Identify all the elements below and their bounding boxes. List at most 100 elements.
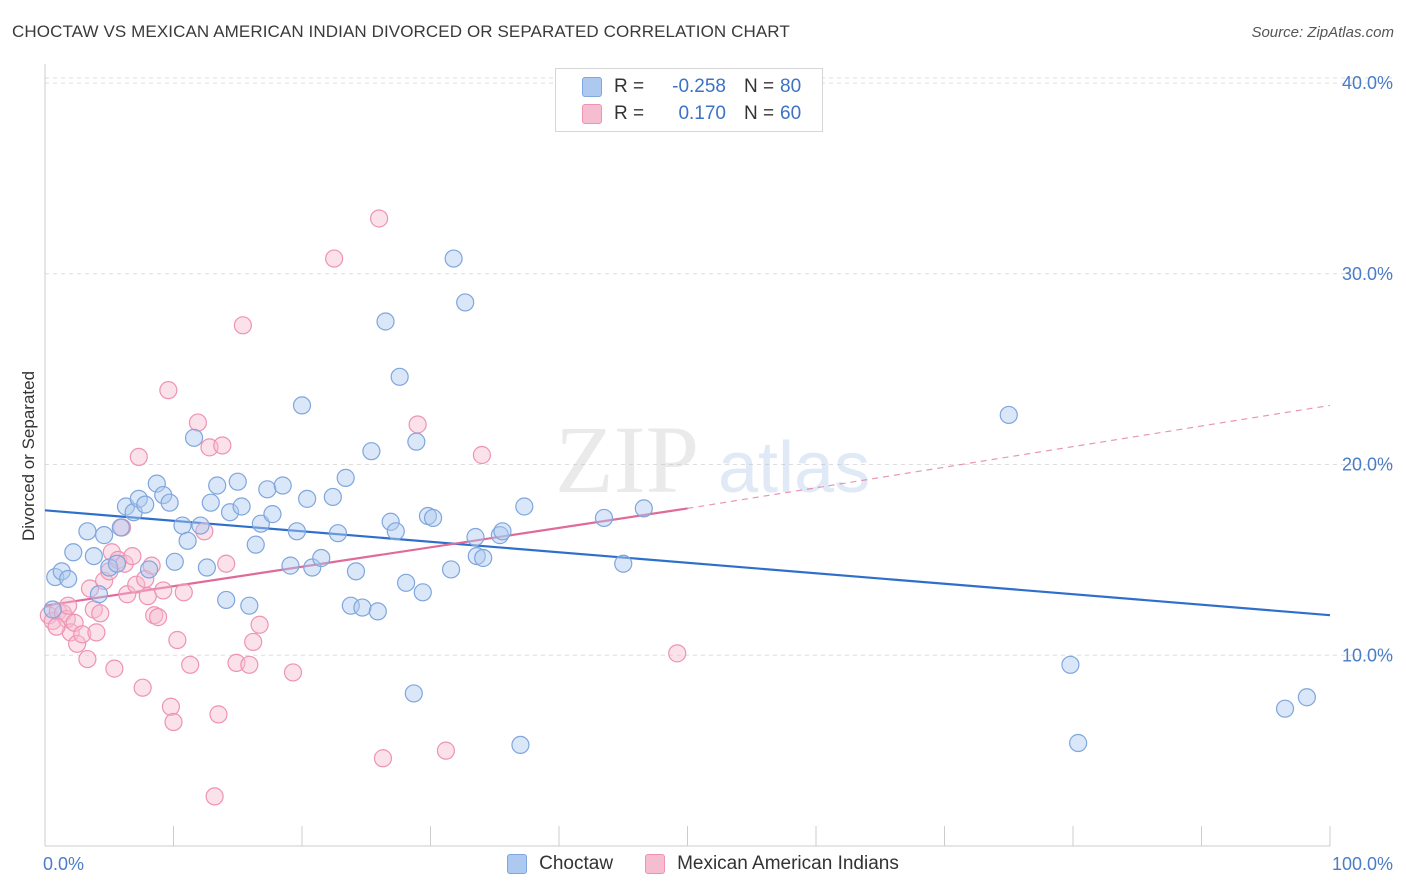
mexican-legend-swatch — [645, 854, 666, 874]
data-point-choctaw — [292, 396, 312, 415]
data-point-choctaw — [298, 489, 317, 508]
legend-r-label: R = — [614, 103, 645, 124]
legend-row-choctaw: R = -0.258 N = 80 — [556, 73, 801, 101]
legend-n-label: N = — [744, 103, 775, 124]
y-axis-label: Divorced or Separated — [19, 371, 38, 541]
data-point-mexican — [174, 583, 193, 602]
data-point-mexican — [161, 697, 181, 716]
legend-label-choctaw: Choctaw — [539, 853, 614, 874]
legend-row-mexican: R = 0.170 N = 60 — [556, 100, 801, 128]
data-point-mexican — [148, 608, 168, 627]
mexican-swatch — [582, 104, 602, 124]
data-point-choctaw — [353, 598, 372, 617]
data-point-mexican — [138, 587, 157, 606]
gridlines — [45, 77, 1392, 656]
data-point-choctaw — [147, 474, 166, 493]
data-point-choctaw — [246, 535, 265, 554]
data-point-choctaw — [184, 428, 204, 447]
y-tick-label: 30.0% — [1342, 264, 1393, 284]
watermark-atlas: atlas — [718, 428, 870, 508]
data-point-choctaw — [413, 583, 432, 602]
data-point-mexican — [668, 644, 687, 663]
data-point-choctaw — [441, 560, 461, 579]
legend-item-choctaw[interactable]: Choctaw — [507, 853, 613, 875]
data-point-choctaw — [89, 585, 109, 604]
data-point-choctaw — [111, 518, 130, 537]
data-point-mexican — [240, 655, 259, 674]
series-choctaw — [43, 249, 1316, 755]
data-point-choctaw — [323, 487, 342, 507]
data-point-choctaw — [1275, 699, 1295, 718]
series-legend: Choctaw Mexican American Indians — [0, 851, 1406, 877]
legend-r-value-choctaw: -0.258 — [672, 76, 726, 97]
data-point-choctaw — [312, 548, 331, 568]
data-point-mexican — [244, 632, 263, 652]
data-point-choctaw — [154, 485, 173, 505]
data-point-choctaw — [240, 596, 259, 615]
y-tick-label: 40.0% — [1342, 73, 1393, 93]
choctaw-legend-swatch — [507, 854, 528, 874]
x-tick-label: 100.0% — [1332, 854, 1393, 874]
data-point-choctaw — [341, 596, 360, 615]
data-point-mexican — [250, 615, 269, 634]
data-point-mexican — [408, 415, 427, 434]
data-point-choctaw — [1297, 688, 1316, 707]
source-label: Source: ZipAtlas.com — [1251, 24, 1394, 41]
data-point-choctaw — [396, 573, 416, 592]
data-point-choctaw — [78, 522, 97, 541]
legend-label-mexican: Mexican American Indians — [677, 853, 899, 874]
data-point-choctaw — [466, 527, 485, 547]
data-point-choctaw — [328, 524, 348, 543]
data-point-choctaw — [197, 558, 217, 577]
data-point-choctaw — [95, 526, 114, 545]
data-point-choctaw — [346, 562, 366, 581]
data-point-choctaw — [84, 546, 103, 566]
data-point-mexican — [213, 436, 232, 455]
data-point-mexican — [181, 655, 200, 674]
data-point-choctaw — [139, 560, 159, 579]
data-point-mexican — [233, 316, 252, 335]
data-point-choctaw — [467, 546, 486, 566]
data-point-mexican — [205, 787, 224, 806]
data-point-mexican — [373, 749, 393, 768]
data-point-choctaw — [64, 543, 83, 562]
data-point-mexican — [154, 581, 173, 600]
data-point-choctaw — [474, 548, 493, 568]
stats-legend: R = -0.258 N = 80 R = 0.170 N = 60 — [555, 68, 823, 132]
data-point-mexican — [123, 546, 142, 566]
data-point-choctaw — [1061, 655, 1080, 674]
data-point-choctaw — [381, 512, 400, 531]
legend-n-value-mexican: 60 — [780, 103, 802, 124]
data-point-choctaw — [258, 480, 277, 499]
data-point-choctaw — [160, 493, 179, 512]
data-point-choctaw — [362, 442, 381, 461]
data-point-choctaw — [444, 249, 463, 268]
data-point-mexican — [325, 249, 344, 268]
data-point-mexican — [370, 209, 389, 228]
data-point-mexican — [159, 381, 178, 400]
data-point-choctaw — [423, 508, 443, 528]
data-point-choctaw — [634, 499, 653, 518]
tick-labels: 10.0% 20.0% 30.0% 40.0% 0.0% 100.0% — [43, 73, 1393, 874]
chart-title: CHOCTAW VS MEXICAN AMERICAN INDIAN DIVOR… — [12, 22, 790, 41]
data-point-mexican — [129, 447, 148, 467]
choctaw-swatch — [582, 77, 602, 97]
data-point-mexican — [87, 623, 106, 642]
data-point-choctaw — [136, 495, 155, 514]
watermark-zip: ZIP — [555, 406, 699, 513]
data-point-choctaw — [515, 497, 534, 516]
legend-r-value-mexican: 0.170 — [678, 103, 726, 124]
x-tick-label: 0.0% — [43, 854, 84, 874]
data-point-mexican — [78, 649, 97, 669]
data-point-choctaw — [59, 569, 78, 589]
data-point-choctaw — [999, 405, 1018, 425]
data-point-choctaw — [263, 505, 282, 524]
data-point-choctaw — [273, 476, 292, 495]
series-mexican-american-indians — [39, 209, 687, 806]
data-point-mexican — [95, 571, 114, 590]
data-point-choctaw — [456, 293, 475, 312]
legend-item-mexican[interactable]: Mexican American Indians — [645, 853, 899, 875]
data-point-choctaw — [178, 531, 197, 550]
data-point-choctaw — [1069, 733, 1088, 753]
